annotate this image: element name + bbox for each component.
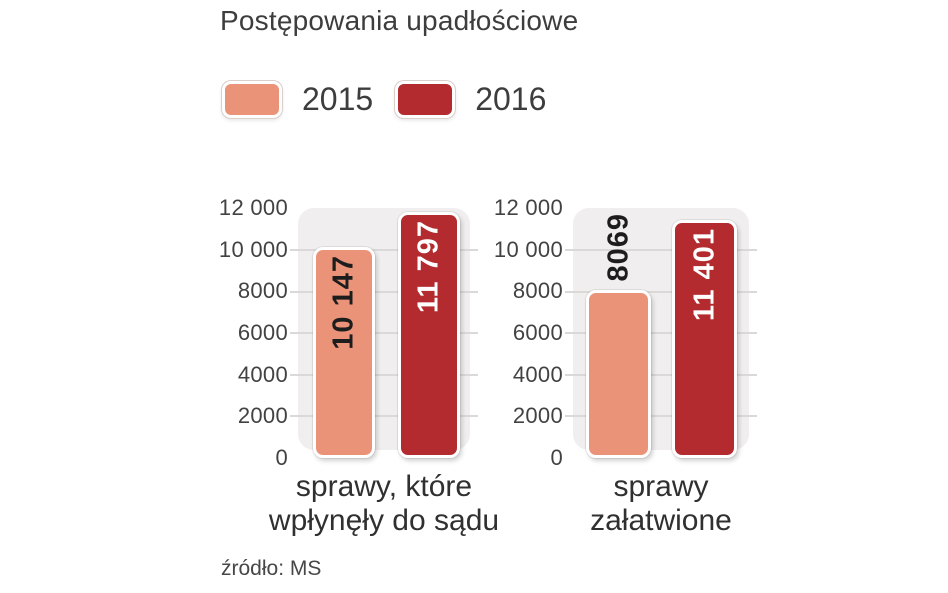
y-tick: 8000 <box>237 278 288 303</box>
legend: 2015 2016 <box>222 81 546 118</box>
legend-item-2016: 2016 <box>395 81 546 118</box>
bar-2015-resolved: 8069 <box>586 208 651 458</box>
y-tick: 8000 <box>512 278 563 303</box>
bar-chart-incoming-cases: 12 000 10 000 8000 6000 4000 2000 0 10 1… <box>219 195 478 470</box>
gridline-10000 <box>290 249 478 251</box>
legend-label-2015: 2015 <box>302 81 374 117</box>
y-tick: 10 000 <box>218 237 288 262</box>
y-tick: 4000 <box>512 362 563 387</box>
category-label-incoming: sprawy, które wpłynęły do sądu <box>204 470 564 538</box>
legend-item-2015: 2015 <box>222 81 373 118</box>
gridline-8000 <box>290 291 478 293</box>
gridline-6000 <box>290 332 478 334</box>
gridline-10000 <box>565 249 757 251</box>
y-tick: 12 000 <box>218 195 288 220</box>
y-tick: 12 000 <box>493 195 563 220</box>
gridline-2000 <box>565 415 757 417</box>
bar-rect-2015 <box>586 290 651 458</box>
bar-chart-resolved-cases: 12 000 10 000 8000 6000 4000 2000 0 8069… <box>494 195 757 470</box>
y-axis-left-chart: 12 000 10 000 8000 6000 4000 2000 0 <box>198 195 288 470</box>
category-label-resolved: sprawy załatwione <box>481 470 841 538</box>
gridline-4000 <box>290 374 478 376</box>
bar-value-label: 10 147 <box>327 255 360 350</box>
y-tick: 0 <box>550 445 563 470</box>
bar-value-label: 8069 <box>602 213 634 282</box>
gridline-4000 <box>565 374 757 376</box>
y-tick: 6000 <box>512 320 563 345</box>
gridline-8000 <box>565 291 757 293</box>
legend-swatch-2016 <box>395 81 456 118</box>
chart-title: Postępowania upadłościowe <box>220 5 579 36</box>
y-axis-right-chart: 12 000 10 000 8000 6000 4000 2000 0 <box>473 195 563 470</box>
source-note: źródło: MS <box>221 557 322 580</box>
category-line: sprawy <box>613 470 709 503</box>
bar-value-label: 11 401 <box>688 228 720 322</box>
y-tick: 0 <box>275 445 288 470</box>
bar-2015-incoming: 10 147 <box>313 208 375 458</box>
bar-2016-resolved: 11 401 <box>672 208 737 458</box>
y-tick: 10 000 <box>493 237 563 262</box>
y-tick: 4000 <box>237 362 288 387</box>
legend-swatch-2015 <box>222 81 282 118</box>
category-line: sprawy, które <box>295 470 473 503</box>
legend-label-2016: 2016 <box>475 81 547 117</box>
y-tick: 2000 <box>512 403 563 428</box>
bar-rect-2016 <box>398 212 460 458</box>
category-line: wpłynęły do sądu <box>268 504 500 537</box>
bar-rect-2016 <box>672 220 737 458</box>
bar-rect-2015 <box>313 247 375 458</box>
y-tick: 2000 <box>237 403 288 428</box>
gridline-6000 <box>565 332 757 334</box>
y-tick: 6000 <box>237 320 288 345</box>
category-line: załatwione <box>590 504 732 537</box>
bar-2016-incoming: 11 797 <box>398 208 460 458</box>
bar-value-label: 11 797 <box>412 220 445 314</box>
gridline-2000 <box>290 415 478 417</box>
